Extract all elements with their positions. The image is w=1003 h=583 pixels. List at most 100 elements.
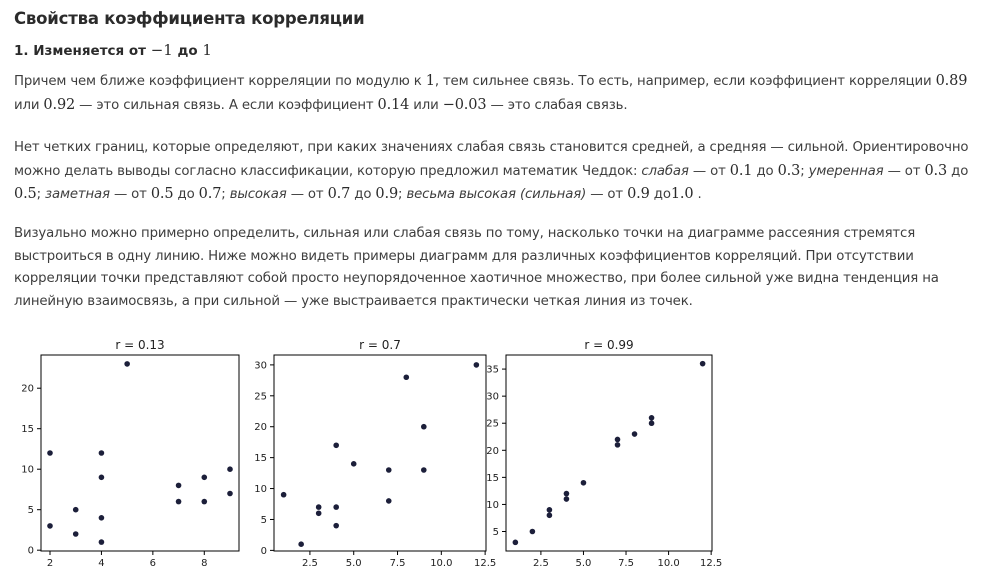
category-very-high: весьма высокая (сильная) bbox=[406, 187, 587, 202]
math: −0.03 bbox=[442, 96, 487, 113]
text: до bbox=[173, 187, 199, 202]
scatter-chart-r099: r = 0.99 2.5 5.0 7.5 10.0 12.5 5 10 15 20 25 30 35 bbox=[485, 335, 722, 580]
y-tick-label: 5 bbox=[261, 515, 267, 526]
page-title: Свойства коэффициента корреляции bbox=[14, 9, 365, 28]
text: до bbox=[947, 163, 969, 179]
section-heading-to: до bbox=[172, 43, 203, 59]
scatter-point bbox=[403, 374, 410, 381]
scatter-point bbox=[333, 442, 339, 449]
scatter-point bbox=[47, 450, 53, 456]
chart-title: r = 0.7 bbox=[359, 338, 401, 352]
x-tick-label: 2.5 bbox=[302, 558, 318, 569]
scatter-point bbox=[298, 541, 304, 547]
section-heading: 1. Изменяется от −1 до 1 bbox=[14, 41, 212, 59]
math: 0.7 bbox=[327, 186, 351, 202]
scatter-plot-svg: r = 0.13 2 4 6 8 0 5 10 15 20 bbox=[21, 338, 240, 569]
y-tick-label: 20 bbox=[254, 422, 267, 433]
y-tick-label: 20 bbox=[21, 384, 34, 395]
text: до bbox=[350, 187, 376, 202]
scatter-plot-svg: r = 0.7 2.5 5.0 7.5 10.0 12.5 0 5 10 15 20 25 30 bbox=[254, 338, 496, 569]
scatter-point bbox=[631, 431, 638, 437]
scatter-point bbox=[614, 436, 621, 443]
chart-title: r = 0.99 bbox=[584, 338, 633, 352]
y-tick-label: 0 bbox=[261, 546, 267, 557]
text: до bbox=[752, 163, 778, 179]
x-tick-label: 2.5 bbox=[533, 558, 549, 569]
scatter-point bbox=[563, 496, 570, 502]
y-tick-label: 10 bbox=[21, 465, 34, 476]
scatter-point bbox=[529, 528, 536, 535]
scatter-point bbox=[227, 490, 233, 497]
scatter-point bbox=[648, 415, 655, 421]
text: или bbox=[14, 97, 44, 113]
scatter-point bbox=[421, 423, 427, 430]
math: 1 bbox=[425, 73, 435, 89]
scatter-point bbox=[580, 479, 587, 486]
scatter-chart-r07: r = 0.7 2.5 5.0 7.5 10.0 12.5 0 5 10 15 20 25 30 bbox=[250, 335, 496, 580]
math: 0.89 bbox=[935, 73, 968, 89]
x-tick-label: 4 bbox=[98, 558, 104, 569]
text: , тем сильнее связь. То есть, например, … bbox=[434, 74, 936, 89]
category-moderate: умеренная bbox=[808, 163, 884, 179]
y-tick-label: 20 bbox=[486, 446, 499, 457]
scatter-point bbox=[546, 512, 553, 519]
scatter-point bbox=[72, 531, 79, 537]
y-tick-label: 30 bbox=[486, 392, 499, 403]
scatter-point bbox=[563, 490, 570, 497]
scatter-chart-r013: r = 0.13 2 4 6 8 0 5 10 15 20 bbox=[8, 335, 248, 580]
scatter-point bbox=[201, 498, 208, 505]
text: — от bbox=[109, 187, 151, 202]
math: 0.5 bbox=[150, 186, 174, 202]
x-tick-label: 10.0 bbox=[657, 558, 679, 569]
scatter-point bbox=[72, 506, 79, 513]
math: 0.5 bbox=[14, 186, 37, 202]
text: — от bbox=[688, 163, 730, 179]
math: 0.9 bbox=[627, 186, 650, 202]
math: 0.14 bbox=[377, 96, 410, 113]
y-tick-label: 35 bbox=[486, 365, 499, 376]
x-tick-label: 5.0 bbox=[346, 558, 362, 569]
math: 0.3 bbox=[777, 162, 801, 179]
scatter-point bbox=[201, 474, 208, 481]
chart-title: r = 0.13 bbox=[115, 338, 164, 352]
paragraph-chaddock-scale: Нет четких границ, которые определяют, п… bbox=[14, 137, 989, 207]
scatter-point bbox=[333, 504, 339, 510]
text: до bbox=[649, 187, 671, 202]
text: — от bbox=[286, 187, 328, 202]
y-tick-label: 0 bbox=[28, 546, 34, 557]
y-tick-label: 5 bbox=[28, 505, 34, 516]
scatter-point bbox=[47, 523, 53, 529]
scatter-point bbox=[385, 467, 392, 473]
math: 0.3 bbox=[924, 162, 948, 179]
scatter-point bbox=[280, 491, 287, 498]
math: 1.0 bbox=[670, 186, 694, 202]
scatter-point bbox=[385, 498, 392, 504]
x-tick-label: 8 bbox=[201, 558, 207, 569]
scatter-point bbox=[350, 461, 357, 467]
x-tick-label: 12.5 bbox=[474, 558, 496, 569]
text: — от bbox=[586, 187, 628, 202]
scatter-point bbox=[98, 539, 105, 545]
text: — это сильная связь. А если коэффициент bbox=[75, 97, 378, 113]
x-tick-label: 2 bbox=[47, 558, 53, 569]
scatter-point bbox=[315, 504, 322, 510]
scatter-plot-svg: r = 0.99 2.5 5.0 7.5 10.0 12.5 5 10 15 20 25 30 35 bbox=[486, 338, 722, 569]
scatter-point bbox=[614, 442, 621, 448]
plot-frame bbox=[273, 354, 487, 552]
math: 0.9 bbox=[375, 186, 399, 202]
y-tick-label: 15 bbox=[486, 473, 499, 484]
scatter-point bbox=[333, 522, 339, 529]
plot-frame bbox=[40, 354, 240, 552]
math: 0.92 bbox=[43, 96, 76, 113]
text: ; bbox=[221, 187, 230, 202]
category-high: высокая bbox=[229, 187, 287, 202]
scatter-point bbox=[421, 467, 427, 473]
math: 0.7 bbox=[198, 186, 222, 202]
math-minus-one: −1 bbox=[150, 41, 173, 59]
y-tick-label: 10 bbox=[486, 500, 499, 511]
scatter-point bbox=[546, 507, 553, 513]
x-tick-label: 12.5 bbox=[700, 558, 722, 569]
scatter-point bbox=[315, 510, 322, 517]
category-noticeable: заметная bbox=[45, 187, 110, 202]
x-tick-label: 10.0 bbox=[430, 558, 452, 569]
